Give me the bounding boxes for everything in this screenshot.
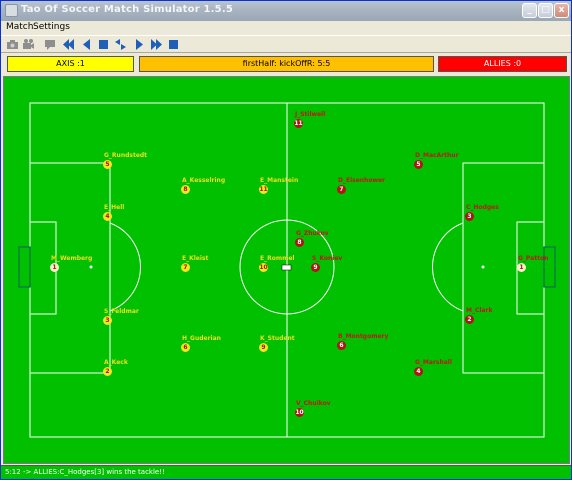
player-number: 7 <box>337 185 346 194</box>
player-number: 3 <box>465 212 474 221</box>
stop-square-icon[interactable] <box>167 38 180 51</box>
step-forward-icon[interactable] <box>133 38 146 51</box>
match-status: firstHalf: kickOffR: 5:5 <box>139 56 434 72</box>
camera-icon[interactable] <box>6 38 19 51</box>
player-number: 9 <box>311 263 320 272</box>
app-icon <box>5 4 18 17</box>
player-name: G_Patton <box>518 255 549 262</box>
soccer-field: M_Wemberg 1 G_Rundstedt 5 E_Hell 4 S_Feldmar 3 A… <box>3 76 570 464</box>
player-number: 11 <box>294 119 303 128</box>
player-number: 11 <box>259 185 268 194</box>
player-number: 3 <box>103 316 112 325</box>
window-title: Tao Of Soccer Match Simulator 1.5.5 <box>21 4 233 15</box>
player-name: J_Stilwell <box>295 111 326 118</box>
player-name: B_Montgomery <box>338 333 389 340</box>
menu-bar: Match Settings <box>1 21 571 35</box>
player-name: E_Manstein <box>260 177 299 184</box>
projector-icon[interactable] <box>22 38 35 51</box>
allies-score: ALLIES :0 <box>438 56 567 72</box>
player-number: 8 <box>295 238 304 247</box>
player-name: E_Rommel <box>260 255 295 262</box>
player-name: S_Koniev <box>312 255 343 262</box>
player-name: E_Hell <box>104 204 125 211</box>
player-name: D_Eisenhower <box>338 177 386 184</box>
maximize-button[interactable]: □ <box>538 3 553 18</box>
rewind-fast-icon[interactable] <box>62 38 75 51</box>
player-number: 10 <box>259 263 268 272</box>
player-name: M_Clark <box>466 307 493 314</box>
player-name: K_Student <box>260 335 295 342</box>
player-number: 2 <box>465 315 474 324</box>
player-number: 5 <box>103 160 112 169</box>
player-name: G_Zhukov <box>296 230 329 237</box>
player-number: 5 <box>414 160 423 169</box>
player-name: C_Hodges <box>466 204 499 211</box>
player-name: V_Chuikov <box>296 400 331 407</box>
player-name: G_Rundstedt <box>104 152 148 159</box>
player-name: E_Kleist <box>182 255 209 262</box>
player-name: G_Marshall <box>415 359 452 366</box>
chat-icon[interactable] <box>44 38 57 51</box>
player-number: 8 <box>181 185 190 194</box>
player-number: 9 <box>259 343 268 352</box>
player-number: 6 <box>337 341 346 350</box>
player-name: S_Feldmar <box>104 308 139 315</box>
player-name: A_Keck <box>104 359 128 366</box>
player-name: D_MacArthur <box>415 152 459 159</box>
toolbar <box>1 35 571 53</box>
pitch-markings <box>18 102 556 438</box>
player-number: 1 <box>517 263 526 272</box>
player-number: 7 <box>181 263 190 272</box>
player-name: M_Wemberg <box>51 255 93 262</box>
swap-icon[interactable] <box>114 38 127 51</box>
status-message: 5:12 -> ALLIES:C_Hodges[3] wins the tack… <box>5 468 165 476</box>
step-back-icon[interactable] <box>80 38 93 51</box>
axis-score: AXIS :1 <box>7 56 134 72</box>
player-name: H_Guderian <box>182 335 221 342</box>
player-number: 1 <box>50 263 59 272</box>
player-number: 6 <box>181 343 190 352</box>
status-bar: 5:12 -> ALLIES:C_Hodges[3] wins the tack… <box>1 465 571 479</box>
title-bar[interactable]: Tao Of Soccer Match Simulator 1.5.5 _ □ … <box>1 1 571 21</box>
ball-icon <box>281 264 292 271</box>
player-name: A_Kesselring <box>182 177 226 184</box>
player-number: 4 <box>103 212 112 221</box>
score-bar: AXIS :1 firstHalf: kickOffR: 5:5 ALLIES … <box>1 54 571 74</box>
close-button[interactable]: x <box>554 3 569 18</box>
menu-settings[interactable]: Settings <box>33 22 70 32</box>
menu-match[interactable]: Match <box>6 22 34 32</box>
stop-icon[interactable] <box>97 38 110 51</box>
player-number: 10 <box>295 408 304 417</box>
minimize-button[interactable]: _ <box>522 3 537 18</box>
player-number: 2 <box>103 367 112 376</box>
player-number: 4 <box>414 367 423 376</box>
forward-fast-icon[interactable] <box>150 38 163 51</box>
